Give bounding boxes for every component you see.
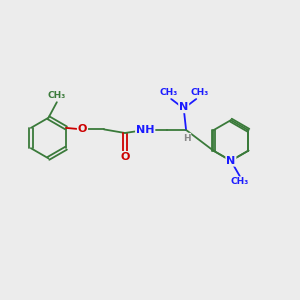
Text: NH: NH	[136, 125, 154, 135]
Text: CH₃: CH₃	[48, 91, 66, 100]
Text: H: H	[183, 134, 190, 142]
Text: O: O	[78, 124, 87, 134]
Text: CH₃: CH₃	[159, 88, 177, 98]
Text: O: O	[120, 152, 130, 162]
Text: CH₃: CH₃	[231, 177, 249, 186]
Text: N: N	[226, 156, 236, 166]
Text: CH₃: CH₃	[190, 88, 208, 98]
Text: N: N	[179, 102, 188, 112]
